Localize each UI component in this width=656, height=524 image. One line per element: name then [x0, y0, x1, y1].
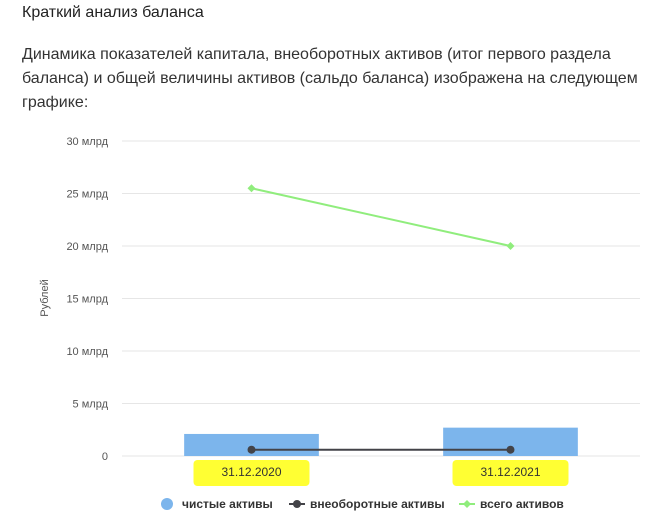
legend-item: внеоборотные активы — [289, 497, 445, 511]
legend-label: всего активов — [480, 497, 564, 511]
legend-marker — [463, 500, 471, 508]
y-tick-label: 5 млрд — [73, 399, 109, 411]
y-tick-label: 30 млрд — [66, 136, 108, 148]
bars-net-assets — [184, 427, 578, 456]
series-lines — [247, 184, 515, 454]
legend: чистые активы внеоборотные активы всего ак… — [161, 497, 564, 511]
y-tick-label: 25 млрд — [66, 189, 108, 201]
point-total-assets — [506, 242, 515, 250]
grid-lines — [122, 140, 640, 457]
legend-label: внеоборотные активы — [310, 497, 445, 511]
x-axis-categories: 31.12.2020 31.12.2021 — [221, 465, 540, 479]
y-axis-title: Рублей — [39, 279, 51, 316]
y-axis-ticks: 0 5 млрд 10 млрд 15 млрд 20 млрд 25 млрд 30 мл… — [66, 136, 108, 463]
point-total-assets — [247, 184, 256, 193]
legend-item: чистые активы — [161, 497, 273, 511]
series-line-total-assets — [251, 187, 511, 247]
point-non-current-assets — [506, 445, 515, 454]
point-non-current-assets — [247, 445, 256, 454]
category-highlight — [452, 460, 569, 486]
legend-marker — [293, 500, 301, 508]
x-category-label: 31.12.2021 — [480, 465, 540, 479]
legend-label: чистые активы — [182, 497, 273, 511]
x-category-label: 31.12.2020 — [221, 465, 281, 479]
section-heading: Краткий анализ баланса — [22, 4, 204, 21]
y-tick-label: 0 — [102, 451, 108, 463]
category-highlight — [193, 460, 310, 486]
y-tick-label: 10 млрд — [66, 346, 108, 358]
y-tick-label: 15 млрд — [66, 294, 108, 306]
category-highlights — [193, 460, 569, 486]
legend-item: всего активов — [459, 497, 564, 511]
legend-marker — [161, 498, 173, 510]
y-tick-label: 20 млрд — [66, 241, 108, 253]
description-paragraph: Динамика показателей капитала, внеоборот… — [22, 46, 638, 111]
